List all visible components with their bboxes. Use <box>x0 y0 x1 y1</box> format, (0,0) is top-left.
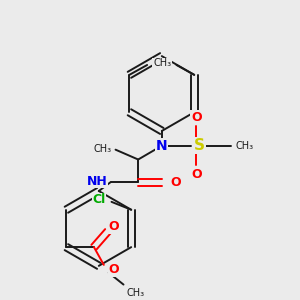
Text: S: S <box>194 138 205 153</box>
Text: CH₃: CH₃ <box>153 58 172 68</box>
Text: O: O <box>191 111 202 124</box>
Text: Cl: Cl <box>92 194 106 206</box>
Text: CH₃: CH₃ <box>127 289 145 298</box>
Text: N: N <box>156 139 168 153</box>
Text: CH₃: CH₃ <box>236 141 254 151</box>
Text: O: O <box>191 168 202 181</box>
Text: CH₃: CH₃ <box>94 144 112 154</box>
Text: O: O <box>109 263 119 276</box>
Text: NH: NH <box>87 175 108 188</box>
Text: O: O <box>171 176 181 189</box>
Text: CH₃: CH₃ <box>152 58 170 68</box>
Text: O: O <box>108 220 119 233</box>
